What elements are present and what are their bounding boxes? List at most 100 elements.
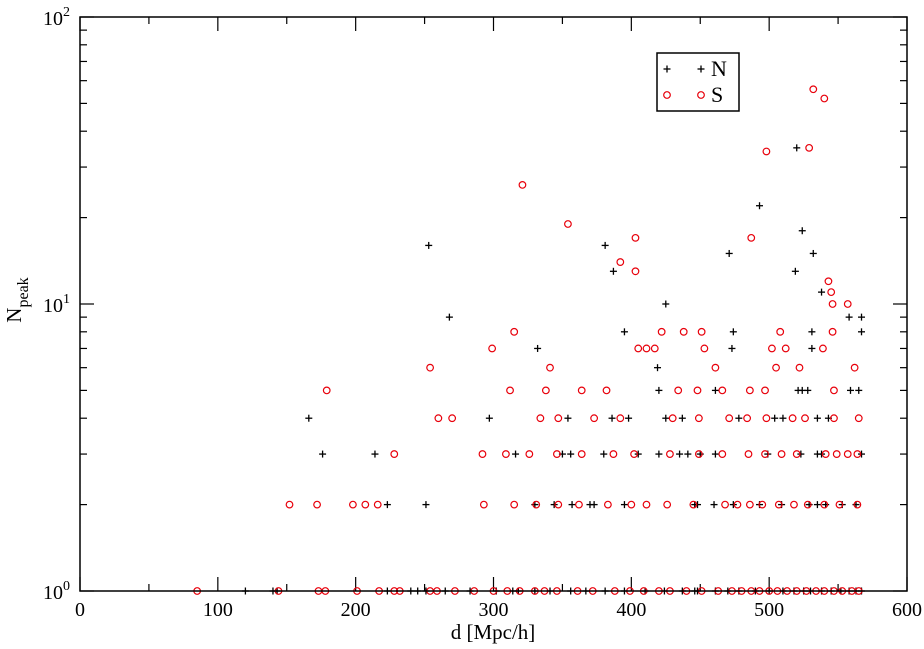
data-point-S	[697, 327, 706, 336]
data-point-S	[479, 500, 488, 509]
data-point-S	[803, 500, 812, 509]
data-point-S	[781, 344, 790, 353]
data-point-S	[830, 414, 838, 423]
data-point-S	[553, 450, 561, 458]
data-point-N	[808, 344, 816, 352]
data-point-N	[600, 450, 608, 458]
data-point-N	[729, 328, 737, 336]
x-tick-label: 500	[754, 599, 784, 621]
data-point-N	[809, 249, 817, 257]
data-point-S	[805, 143, 814, 152]
data-point-N	[662, 414, 670, 422]
data-point-S	[650, 344, 659, 353]
data-point-S	[795, 363, 804, 372]
data-point-S	[725, 414, 734, 423]
data-point-N	[771, 414, 779, 422]
data-point-S	[666, 450, 674, 458]
data-point-S	[820, 94, 829, 103]
data-point-S	[554, 414, 563, 423]
data-point-N	[735, 414, 743, 422]
data-point-S	[674, 386, 683, 395]
y-tick-label: 101	[43, 292, 70, 317]
data-point-N	[625, 414, 633, 422]
data-point-S	[774, 500, 783, 509]
data-point-S	[426, 363, 434, 372]
data-point-N	[693, 501, 701, 509]
data-point-S	[577, 386, 586, 395]
data-point-S	[518, 181, 527, 189]
data-point-S	[642, 344, 651, 353]
data-point-N	[798, 227, 806, 235]
data-point-N	[818, 288, 826, 296]
data-point-S	[693, 386, 702, 395]
data-point-N	[305, 414, 313, 422]
data-point-N	[634, 450, 642, 458]
data-point-N	[662, 300, 670, 308]
legend-label: S	[711, 82, 723, 107]
data-point-S	[824, 277, 833, 286]
data-point-S	[609, 450, 618, 458]
data-point-S	[721, 500, 729, 509]
data-point-S	[828, 327, 837, 336]
data-point-N	[512, 450, 520, 458]
data-point-S	[373, 500, 382, 509]
data-point-S	[285, 500, 294, 509]
data-point-S	[850, 363, 859, 372]
data-point-S	[718, 386, 727, 395]
data-point-S	[819, 344, 827, 353]
data-point-S	[630, 450, 638, 458]
data-point-S	[700, 344, 709, 353]
data-point-N	[371, 450, 379, 458]
data-point-S	[510, 500, 519, 509]
data-point-S	[361, 500, 370, 509]
data-point-N	[550, 501, 558, 509]
data-point-S	[541, 386, 550, 395]
data-point-S	[762, 147, 771, 156]
legend-box	[656, 52, 740, 112]
legend-entry-S: S	[663, 82, 723, 107]
plot-frame	[79, 16, 908, 592]
data-point-N	[846, 386, 854, 394]
legend-marker-S	[697, 91, 705, 99]
x-tick-label: 200	[341, 599, 371, 621]
data-point-S	[820, 500, 829, 509]
data-point-S	[536, 414, 545, 423]
data-point-N	[445, 313, 453, 321]
data-point-N	[655, 386, 663, 394]
data-point-S	[835, 500, 844, 509]
data-point-S	[853, 450, 862, 458]
data-point-S	[761, 386, 769, 395]
data-point-S	[634, 344, 643, 353]
data-point-N	[793, 144, 801, 152]
series-S	[193, 85, 863, 595]
y-axis-label-sub: peak	[15, 277, 32, 307]
x-tick-label: 600	[892, 599, 922, 621]
data-point-N	[319, 450, 327, 458]
data-point-S	[525, 450, 534, 458]
data-point-N	[485, 414, 493, 422]
data-point-S	[694, 414, 703, 423]
data-point-N	[818, 450, 826, 458]
data-point-S	[602, 386, 611, 395]
data-point-S	[434, 414, 443, 423]
data-point-N	[710, 501, 718, 509]
legend-marker-N	[663, 65, 671, 73]
legend-label: N	[711, 56, 727, 81]
data-point-S	[663, 500, 672, 509]
data-point-S	[854, 414, 863, 423]
data-point-S	[788, 414, 797, 423]
data-point-S	[792, 450, 801, 458]
data-point-S	[390, 450, 399, 458]
data-point-S	[694, 450, 703, 458]
data-point-S	[502, 450, 510, 458]
y-tick-exponent: 1	[63, 292, 70, 307]
data-point-N	[534, 344, 542, 352]
data-point-N	[684, 450, 692, 458]
data-point-S	[801, 414, 809, 423]
data-point-N	[858, 328, 866, 336]
data-point-N	[564, 414, 572, 422]
data-point-N	[728, 344, 736, 352]
data-point-S	[616, 258, 625, 266]
